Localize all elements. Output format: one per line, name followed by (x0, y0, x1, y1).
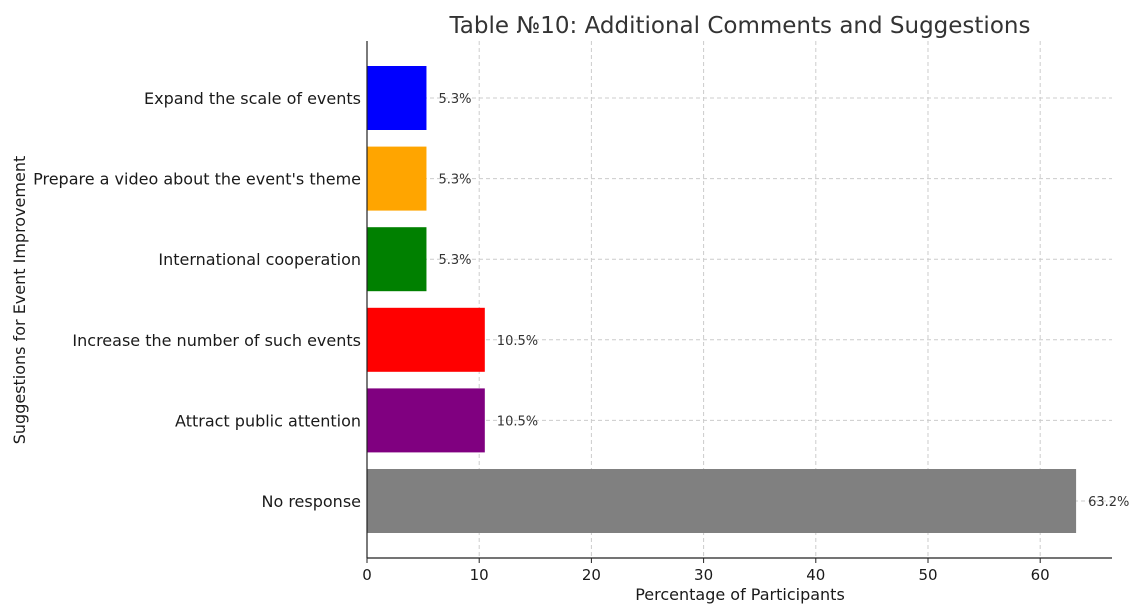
y-axis-label: Suggestions for Event Improvement (10, 156, 29, 445)
bar (367, 66, 427, 130)
category-label: Expand the scale of events (144, 89, 361, 108)
data-label: 5.3% (438, 253, 471, 268)
bar (367, 388, 485, 453)
data-label: 10.5% (497, 414, 538, 429)
bar (367, 146, 427, 211)
data-label: 5.3% (438, 173, 471, 188)
x-tick-label: 50 (918, 566, 937, 584)
x-tick-label: 60 (1031, 566, 1050, 584)
bar (367, 227, 427, 292)
x-tick-label: 40 (806, 566, 825, 584)
x-axis-label: Percentage of Participants (635, 585, 845, 604)
bars: 5.3% 5.3% 5.3% 10.5% 10.5% 63.2% (367, 66, 1129, 533)
x-tick-label: 20 (582, 566, 601, 584)
x-tick-label: 30 (694, 566, 713, 584)
data-label: 63.2% (1088, 495, 1129, 510)
category-label: No response (261, 492, 361, 511)
bar (367, 307, 485, 372)
data-label: 10.5% (497, 334, 538, 349)
category-label: Prepare a video about the event's theme (33, 170, 361, 189)
data-label: 5.3% (438, 92, 471, 107)
bar (367, 469, 1077, 533)
category-label: International cooperation (158, 250, 361, 269)
chart-title: Table №10: Additional Comments and Sugge… (449, 13, 1031, 39)
x-tick-label: 10 (470, 566, 489, 584)
axes: Expand the scale of events Prepare a vide… (33, 41, 1112, 584)
category-label: Increase the number of such events (72, 331, 361, 350)
category-label: Attract public attention (175, 411, 361, 430)
x-tick-label: 0 (362, 566, 372, 584)
